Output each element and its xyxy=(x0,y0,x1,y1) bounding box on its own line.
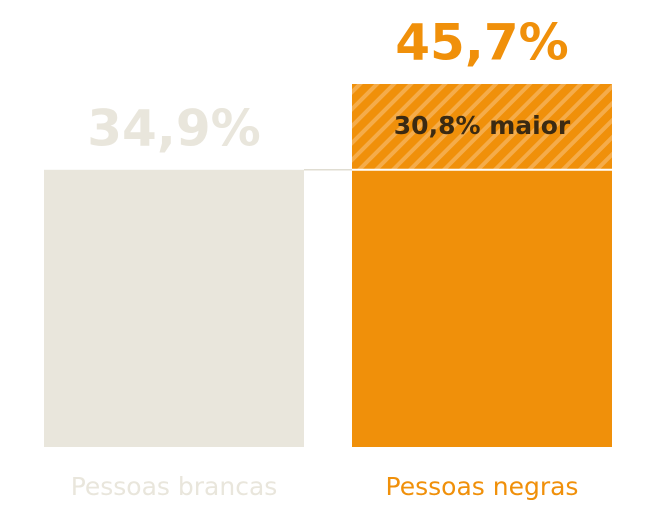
difference-segment xyxy=(352,84,612,170)
category-label: Pessoas brancas xyxy=(71,472,278,501)
value-label: 45,7% xyxy=(395,14,568,72)
annotation: 30,8% maior xyxy=(394,111,571,140)
value-label: 34,9% xyxy=(87,99,260,157)
bar xyxy=(44,169,304,447)
category-label: Pessoas negras xyxy=(386,472,579,501)
